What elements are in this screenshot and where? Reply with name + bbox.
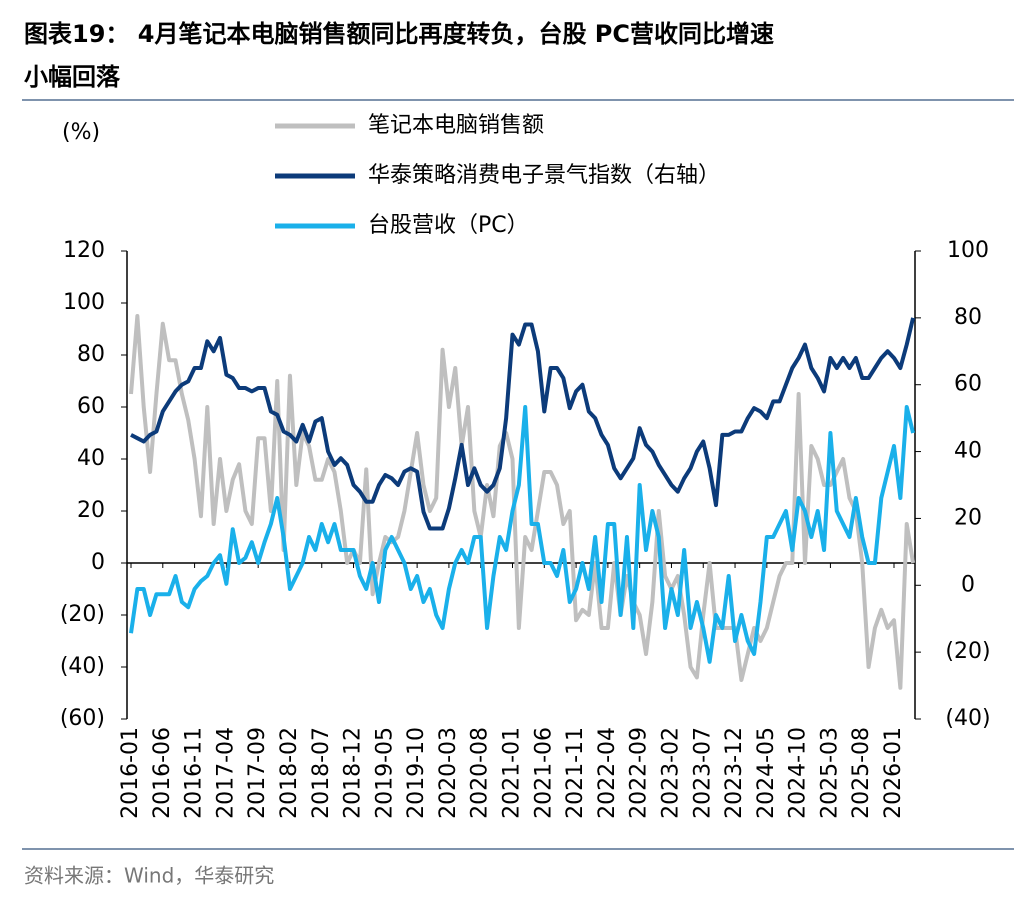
y2-tick-label: 40 — [954, 439, 982, 464]
y2-tick-label: (40) — [945, 706, 990, 731]
x-tick-label: 2019-10 — [404, 727, 429, 819]
y-tick-label: 120 — [63, 238, 105, 263]
x-tick-label: 2023-12 — [722, 727, 747, 819]
y-tick-label: (20) — [60, 602, 105, 627]
source: 资料来源：Wind，华泰研究 — [24, 864, 274, 888]
x-tick-label: 2017-09 — [245, 727, 270, 819]
x-tick-label: 2016-11 — [182, 727, 207, 819]
y-axis-label: (%) — [62, 120, 100, 145]
x-tick-label: 2020-08 — [468, 727, 493, 819]
y-tick-label: (60) — [60, 706, 105, 731]
x-tick-label: 2016-01 — [118, 727, 143, 819]
chart-title: 图表19： 4月笔记本电脑销售额同比再度转负，台股 PC营收同比增速小幅回落 — [24, 20, 774, 91]
y-tick-label: 0 — [91, 550, 105, 575]
x-tick-label: 2025-08 — [849, 727, 874, 819]
x-tick-label: 2024-10 — [786, 727, 811, 819]
legend-label: 华泰策略消费电子景气指数（右轴） — [368, 163, 720, 188]
x-tick-label: 2022-04 — [595, 727, 620, 819]
legend-label: 笔记本电脑销售额 — [368, 113, 544, 138]
y-tick-label: 20 — [77, 498, 105, 523]
x-tick-label: 2023-07 — [690, 727, 715, 819]
x-tick-label: 2021-01 — [500, 727, 525, 819]
series-line — [130, 317, 916, 531]
series-line — [129, 405, 916, 664]
y-tick-label: 80 — [77, 342, 105, 367]
x-tick-label: 2021-11 — [563, 727, 588, 819]
x-tick-label: 2018-07 — [309, 727, 334, 819]
x-tick-label: 2025-03 — [817, 727, 842, 819]
x-tick-label: 2018-02 — [277, 727, 302, 819]
y2-tick-label: 20 — [954, 505, 982, 530]
x-tick-label: 2020-03 — [436, 727, 461, 819]
legend-label: 台股营收（PC） — [368, 213, 529, 238]
x-tick-label: 2018-12 — [341, 727, 366, 819]
y-tick-label: 40 — [77, 446, 105, 471]
x-tick-label: 2016-06 — [150, 727, 175, 819]
x-tick-label: 2024-05 — [754, 727, 779, 819]
x-tick-label: 2017-04 — [213, 727, 238, 819]
y-tick-label: 60 — [77, 394, 105, 419]
y2-tick-label: 100 — [947, 238, 989, 263]
y2-tick-label: 0 — [961, 572, 975, 597]
series-line — [129, 314, 916, 690]
y2-tick-label: 60 — [954, 372, 982, 397]
x-tick-label: 2023-02 — [658, 727, 683, 819]
x-tick-label: 2021-06 — [531, 727, 556, 819]
y2-tick-label: 80 — [954, 305, 982, 330]
y-tick-label: (40) — [60, 654, 105, 679]
y2-tick-label: (20) — [945, 639, 990, 664]
x-tick-label: 2019-05 — [372, 727, 397, 819]
x-tick-label: 2026-01 — [881, 727, 906, 819]
x-tick-label: 2022-09 — [627, 727, 652, 819]
y-tick-label: 100 — [63, 290, 105, 315]
